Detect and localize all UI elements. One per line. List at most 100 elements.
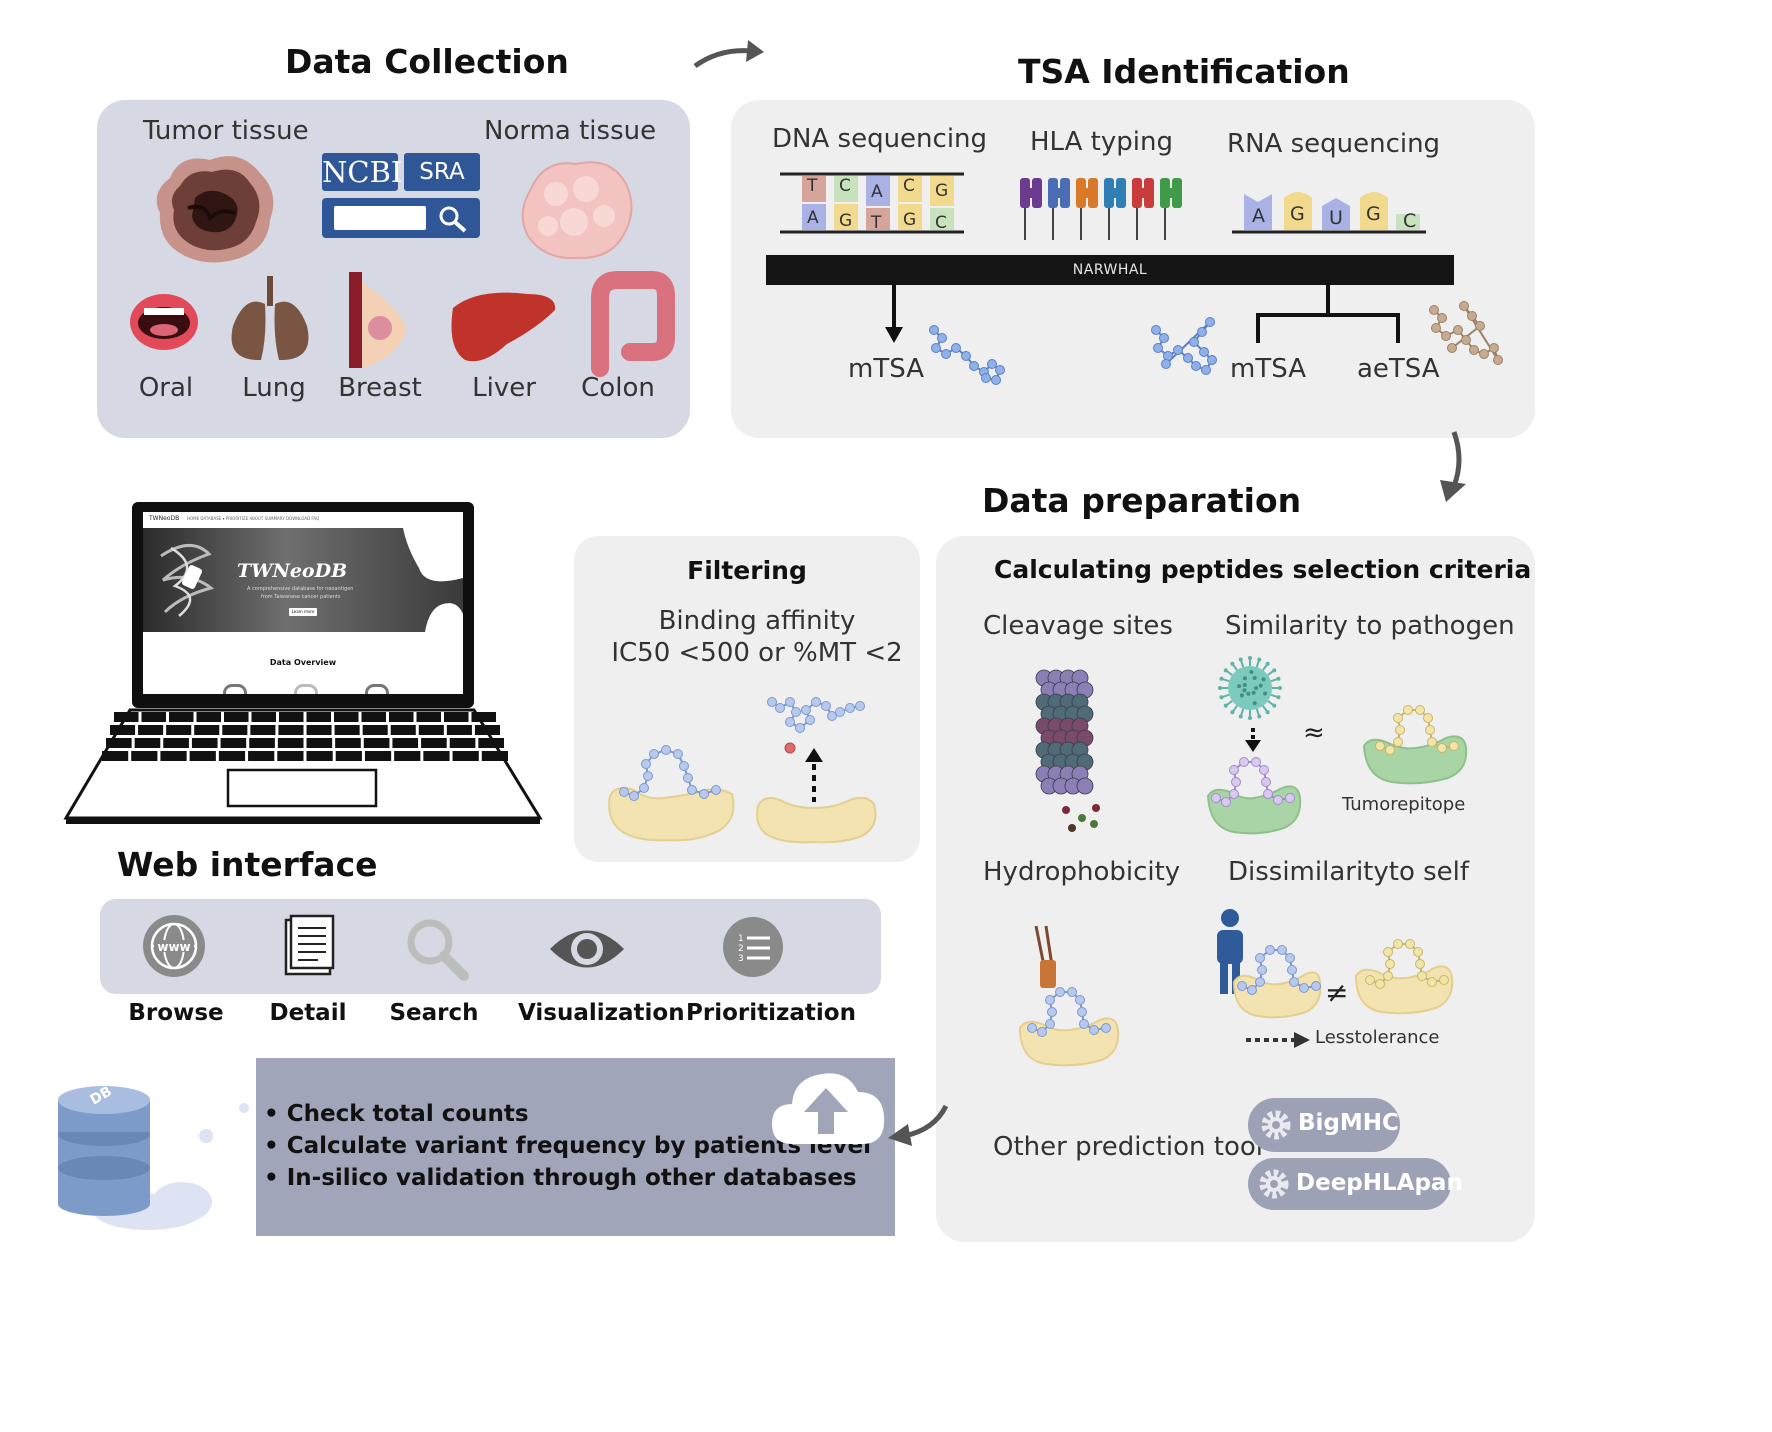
normal-tissue-icon [521, 161, 633, 260]
peptide-bead [1375, 979, 1385, 989]
peptide-bead [1437, 743, 1447, 753]
mhc-nonself-icon [1354, 965, 1454, 1015]
virus-spike-tip [1238, 657, 1243, 662]
bigmhc-tool-badge[interactable]: BigMHC [1248, 1098, 1400, 1152]
peptide-bead [1429, 305, 1439, 315]
mtsa-right-label: mTSA [1230, 354, 1306, 384]
peptide-bead [1089, 1025, 1099, 1035]
cleaved-fragment [1092, 804, 1100, 812]
virus-spike-tip [1230, 710, 1235, 715]
peptide-bead [1385, 959, 1395, 969]
list-prioritization-icon[interactable]: 1 2 3 [722, 916, 784, 978]
peptide-bead [1259, 765, 1269, 775]
peptide-bead [619, 787, 629, 797]
peptide-bead [1427, 737, 1437, 747]
search-icon[interactable] [438, 205, 468, 233]
peptide-bead [1479, 349, 1489, 359]
peptide-bead [1183, 353, 1193, 363]
data-preparation-title: Data preparation [982, 481, 1302, 520]
peptide-loop-nonself [1365, 939, 1449, 989]
organ-label-oral: Oral [138, 373, 194, 403]
svg-text:3: 3 [738, 954, 744, 964]
organ-label-lung: Lung [242, 373, 306, 403]
peptide-bead [1047, 1007, 1057, 1017]
peptide-bead [1393, 713, 1403, 723]
cleavage-sites-label: Cleavage sites [983, 611, 1173, 641]
keyboard-key [169, 712, 194, 722]
keyboard-key [361, 712, 386, 722]
data-collection-title: Data Collection [285, 42, 569, 81]
peptide-bead [1189, 337, 1199, 347]
dissimilarity-self-label: Dissimilarityto self [1228, 857, 1470, 887]
dna-base-top-2: C [839, 176, 851, 196]
dashed-arrow-right-icon [1246, 1032, 1310, 1048]
feature-label-prioritization[interactable]: Prioritization [686, 1000, 856, 1026]
laptop-hero-subtitle-2: from Taiwanese cancer patients [261, 594, 341, 600]
ncbi-search-input[interactable] [334, 206, 426, 230]
peptide-bead [929, 325, 939, 335]
globe-www-icon[interactable]: www [142, 914, 206, 978]
keyboard-key [306, 712, 331, 722]
peptide-bead [1427, 977, 1437, 987]
ncbi-search-bar[interactable] [322, 198, 480, 238]
keyboard-key [189, 751, 216, 761]
peptide-bead [1365, 975, 1375, 985]
eye-visualization-icon[interactable] [548, 922, 626, 976]
peptide-bead [639, 783, 649, 793]
feature-label-browse[interactable]: Browse [128, 1000, 224, 1026]
peptide-bead [791, 707, 801, 717]
peptide-bead [1415, 959, 1425, 969]
virus-spike-tip [1276, 676, 1281, 681]
keyboard-key [363, 738, 390, 748]
peptide-bead [687, 785, 697, 795]
peptide-bead [1287, 965, 1297, 975]
keyboard-key [279, 712, 304, 722]
keyboard-key [335, 751, 362, 761]
virus-dot [1237, 684, 1242, 689]
peptide-bead [1475, 321, 1485, 331]
feature-label-search[interactable]: Search [389, 1000, 479, 1026]
peptide-bead [1239, 757, 1249, 767]
sra-logo: SRA [404, 153, 480, 191]
mtsa-left-label: mTSA [848, 354, 924, 384]
protein-structure-icon [160, 544, 215, 617]
cleaved-fragment [1078, 814, 1086, 822]
dna-strand-icon [780, 172, 964, 234]
deephlapan-tool-badge[interactable]: DeepHLApan [1248, 1158, 1463, 1210]
peptide-bead [1385, 745, 1395, 755]
feature-label-detail[interactable]: Detail [269, 1000, 347, 1026]
peptide-bead [673, 749, 683, 759]
peptide-bead [1237, 981, 1247, 991]
tweezer-icon [1034, 925, 1056, 988]
peptide-bead [1447, 343, 1457, 353]
peptide-bead [811, 697, 821, 707]
keyboard-key [218, 751, 246, 761]
database-icon [58, 1086, 249, 1230]
feature-label-visualization[interactable]: Visualization [518, 1000, 685, 1026]
tumor-tissue-icon [156, 156, 274, 263]
peptide-bead [1211, 793, 1221, 803]
keyboard-key [421, 738, 447, 748]
peptide-bead [995, 365, 1005, 375]
search-icon[interactable] [406, 918, 469, 981]
hla-receptor-icons [1020, 178, 1182, 240]
peptide-bead [1431, 323, 1441, 333]
keyboard-key [191, 738, 218, 748]
peptide-chain-blue-left [929, 325, 1005, 385]
peptide-bead [711, 785, 721, 795]
not-equal-symbol: ≠ [1325, 976, 1349, 1009]
virus-spike-tip [1223, 703, 1228, 708]
laptop-hero-subtitle-1: A comprehensive database for neoantigen [247, 586, 354, 592]
virus-spike-tip [1248, 716, 1252, 720]
peptide-bead [1469, 345, 1479, 355]
peptide-bead [801, 705, 811, 715]
gear-icon [1259, 1169, 1289, 1199]
cloud-upload-icon [772, 1073, 885, 1144]
document-detail-icon[interactable] [282, 914, 336, 976]
peptide-bead [951, 343, 961, 353]
peptide-bead [1263, 789, 1273, 799]
peptide-chain-blue-right [1151, 317, 1217, 375]
virus-spike-tip [1219, 695, 1224, 700]
hla-receptor-core [1079, 188, 1095, 198]
laptop-learn-more-button[interactable]: Learn more [289, 608, 317, 616]
